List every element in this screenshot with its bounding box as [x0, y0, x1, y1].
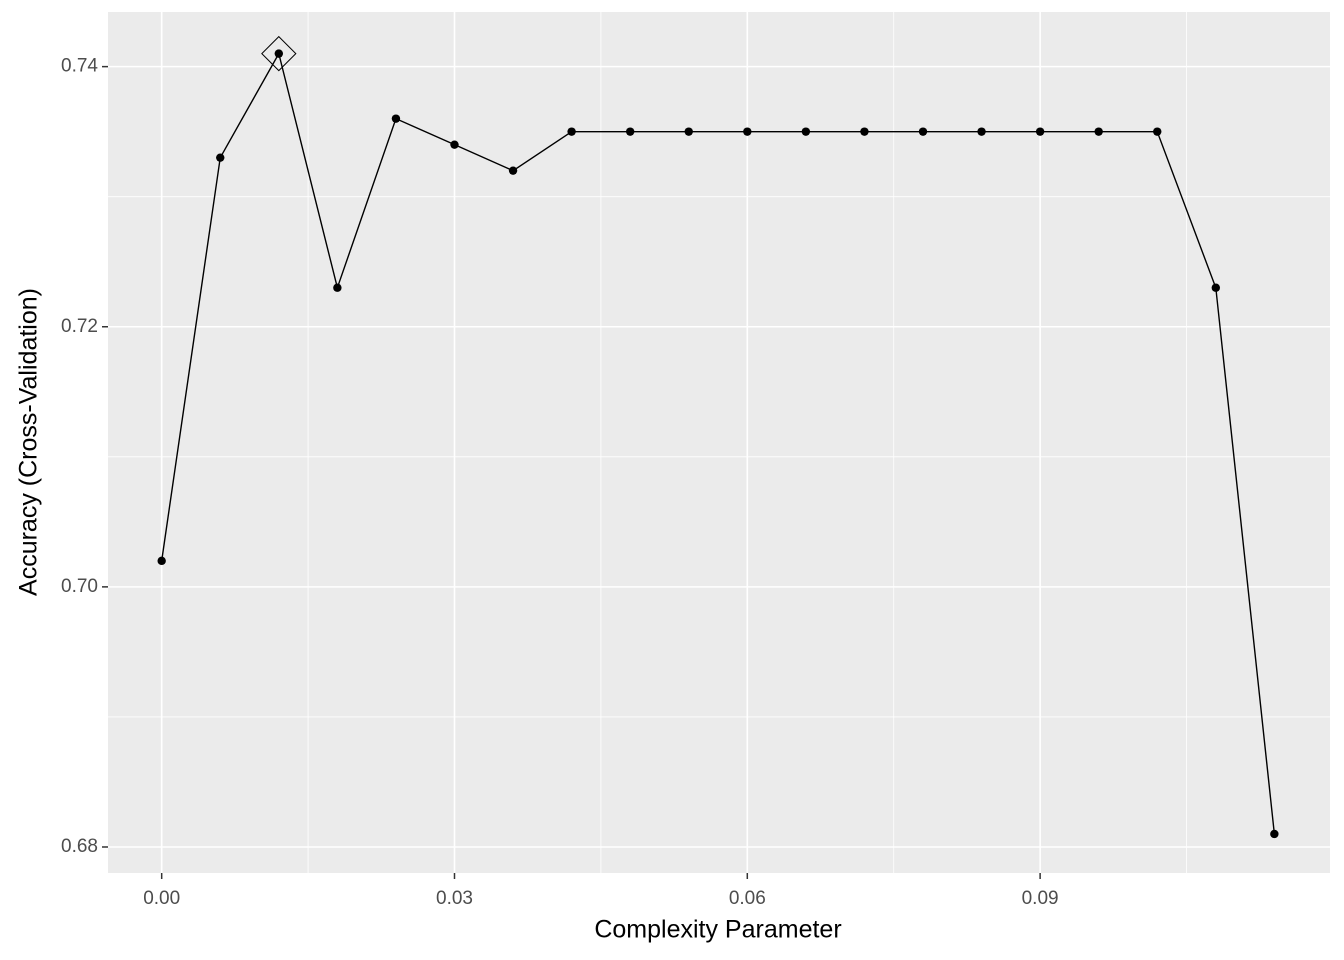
data-point [684, 127, 693, 136]
x-tick-label: 0.00 [143, 888, 180, 909]
series-line [160, 51, 1276, 835]
y-tick-label: 0.74 [61, 56, 98, 77]
data-point [567, 127, 576, 136]
y-axis-title: Accuracy (Cross-Validation) [15, 288, 43, 596]
y-tick-label: 0.68 [61, 836, 98, 857]
y-tick-label: 0.72 [61, 316, 98, 337]
data-point [1270, 829, 1279, 839]
data-point [1153, 127, 1162, 136]
data-point [918, 127, 928, 136]
best-marker [261, 35, 297, 72]
data-point [333, 283, 342, 292]
data-point [1094, 127, 1103, 136]
x-tick-label: 0.09 [1022, 888, 1059, 909]
x-axis-title: Complexity Parameter [594, 916, 841, 944]
data-point [743, 127, 752, 136]
y-tick-label: 0.70 [61, 576, 98, 597]
x-tick-label: 0.06 [729, 888, 766, 909]
data-point [391, 114, 401, 123]
data-point [157, 556, 166, 566]
data-point [274, 49, 284, 58]
data-point [450, 140, 459, 149]
x-tick-label: 0.03 [436, 888, 473, 909]
data-point [860, 127, 869, 136]
data-point [625, 127, 635, 136]
data-point [977, 127, 986, 136]
data-point [508, 166, 518, 175]
data-point [216, 153, 225, 162]
data-point [801, 127, 811, 136]
data-point [1035, 127, 1045, 136]
data-point [1211, 283, 1221, 292]
panel [108, 12, 1330, 873]
